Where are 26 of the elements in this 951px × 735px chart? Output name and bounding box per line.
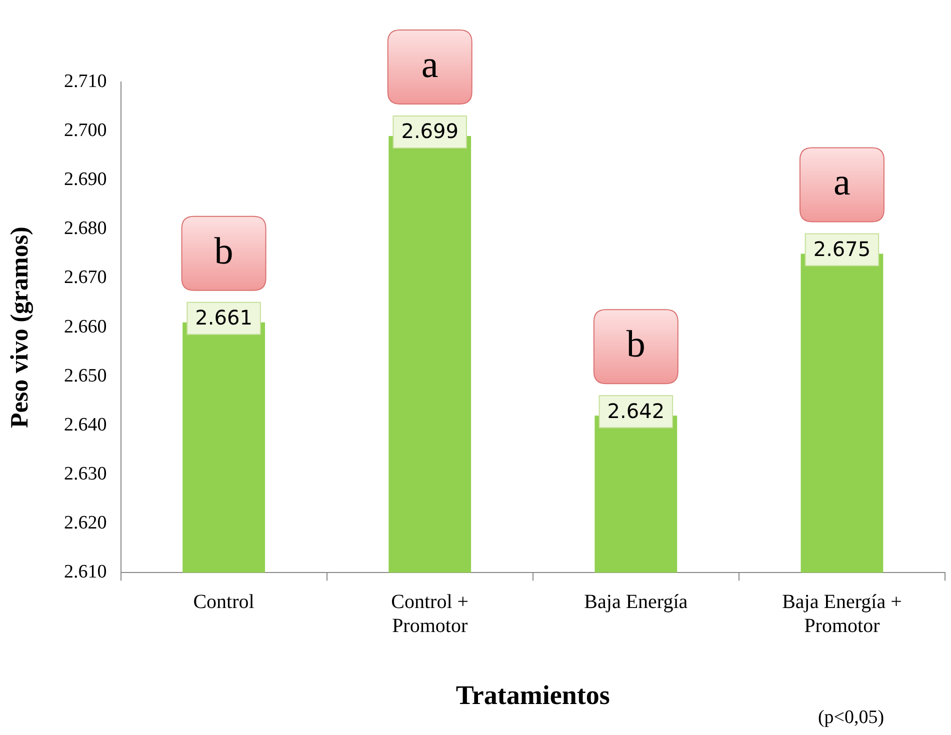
y-tick-label: 2.630 bbox=[64, 463, 107, 484]
x-axis-title: Tratamientos bbox=[456, 680, 610, 710]
text: (p<0,05) bbox=[818, 706, 884, 728]
y-tick-label: 2.670 bbox=[64, 267, 107, 288]
annotation: b bbox=[626, 324, 646, 366]
x-tick-label: Control + Promotor bbox=[391, 590, 469, 637]
y-axis-title: Peso vivo (gramos) bbox=[6, 226, 34, 428]
annotation: b bbox=[214, 230, 234, 272]
data-label: 2.661 bbox=[195, 306, 252, 330]
x-tick-label: Baja Energía + Promotor bbox=[782, 590, 902, 637]
y-tick-label: 2.610 bbox=[64, 562, 107, 583]
annotation: a bbox=[421, 44, 438, 86]
x-tick-label: Baja Energía bbox=[584, 590, 688, 613]
y-tick-label: 2.700 bbox=[64, 120, 107, 142]
y-tick-label: 2.660 bbox=[64, 316, 107, 338]
annotation: a bbox=[834, 162, 851, 204]
y-tick-label: 2.680 bbox=[64, 218, 107, 240]
data-label: 2.675 bbox=[813, 236, 871, 261]
y-tick-label: 2.640 bbox=[64, 414, 107, 436]
data-label: 2.699 bbox=[401, 119, 458, 144]
x-tick-label: Control bbox=[193, 590, 255, 613]
y-tick-label: 2.690 bbox=[64, 169, 107, 190]
y-tick-label: 2.620 bbox=[64, 512, 107, 534]
y-tick-label: 2.650 bbox=[64, 365, 107, 386]
y-tick-label: 2.710 bbox=[64, 70, 107, 92]
data-label: 2.642 bbox=[607, 398, 665, 423]
